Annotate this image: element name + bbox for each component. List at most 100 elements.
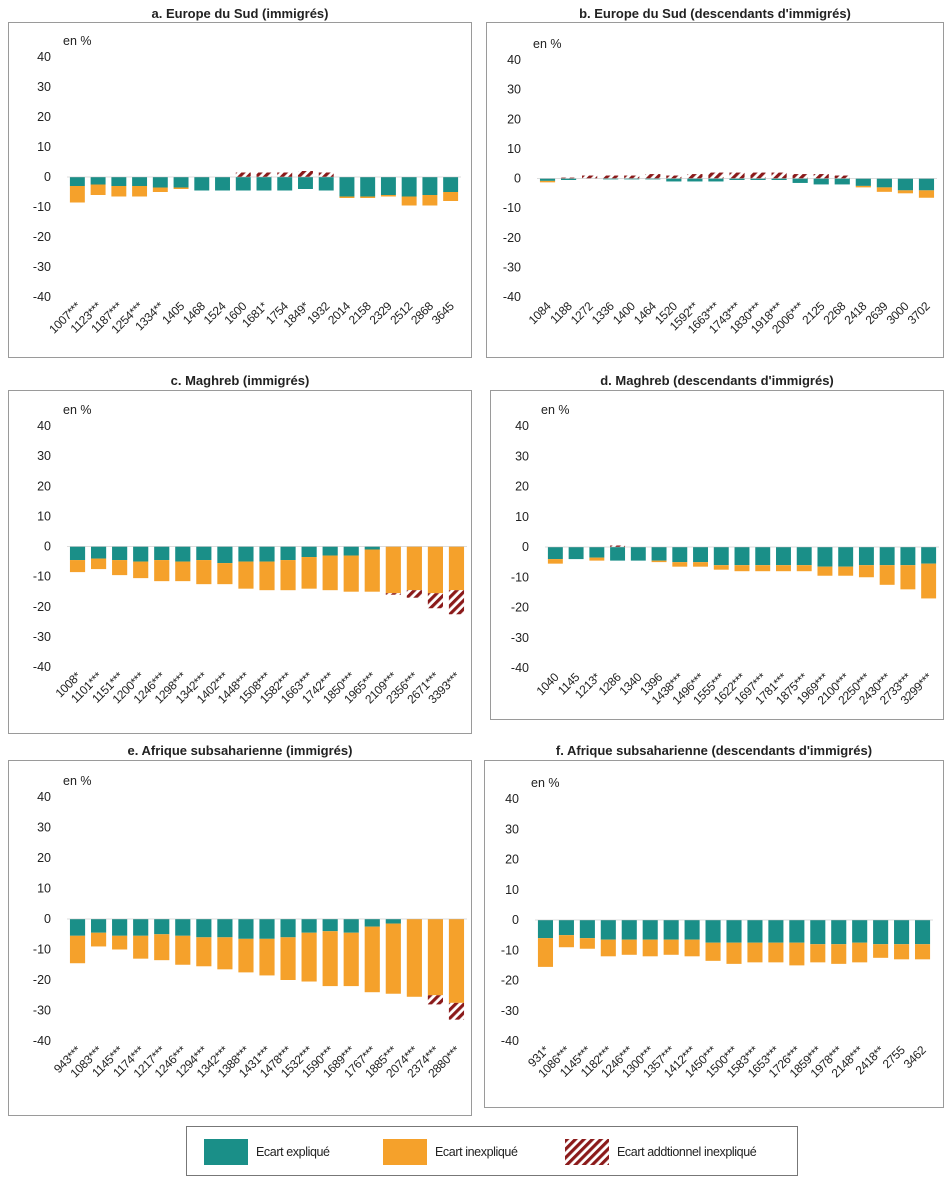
bar-unexplained: [385, 923, 401, 994]
bar-unexplained: [693, 562, 708, 567]
y-tick-label: 20: [505, 853, 519, 867]
bar-additional: [406, 590, 422, 598]
panel-b-title: b. Europe du Sud (descendants d'immigrés…: [579, 6, 851, 21]
legend-label-explained: Ecart expliqué: [256, 1145, 330, 1159]
y-tick-label: 10: [505, 883, 519, 897]
bar-unexplained: [589, 557, 605, 561]
bar-additional: [256, 172, 272, 177]
bar-unexplained: [196, 937, 212, 967]
bar-explained: [217, 919, 233, 938]
bar-unexplained: [537, 938, 554, 967]
bar-unexplained: [69, 186, 85, 203]
bar-unexplained: [900, 565, 916, 590]
bar-explained: [360, 177, 376, 197]
bar-explained: [154, 919, 170, 935]
y-tick-label: 20: [37, 479, 51, 493]
bar-explained: [196, 546, 212, 561]
chart-panel-f: en % 40 30 20 10 0 -10 -20 -30 -40 931* 1086*** 1145…: [484, 760, 944, 1108]
bar-explained: [154, 546, 170, 561]
bar-unexplained: [280, 937, 296, 980]
bar-explained: [792, 178, 808, 183]
bar-unexplained: [855, 185, 871, 188]
bar-explained: [651, 547, 667, 561]
y-tick-label: 10: [515, 510, 529, 524]
bar-explained: [539, 178, 556, 181]
bar-additional: [235, 172, 251, 177]
y-tick-label: -20: [511, 601, 529, 615]
y-tick-label: -10: [503, 201, 521, 215]
bar-additional: [298, 171, 313, 177]
bar-additional: [427, 995, 443, 1005]
bar-unexplained: [547, 559, 563, 564]
bar-explained: [277, 177, 293, 191]
y-tick-label: -40: [511, 661, 529, 675]
bar-explained: [175, 546, 191, 562]
legend-item-unexplained: Ecart inexpliqué: [383, 1139, 518, 1165]
unit-label: en %: [541, 403, 570, 417]
bar-additional: [448, 1002, 465, 1020]
bar-unexplained: [726, 942, 742, 964]
y-tick-label: 10: [37, 882, 51, 896]
y-tick-label: -10: [511, 570, 529, 584]
y-tick-label: 30: [37, 821, 51, 835]
bar-explained: [713, 547, 729, 566]
bar-additional: [561, 177, 577, 179]
bar-unexplained: [422, 195, 438, 206]
y-tick-label: 20: [37, 110, 51, 124]
bar-explained: [768, 920, 784, 943]
y-tick-label: -10: [33, 943, 51, 957]
bar-explained: [834, 178, 850, 185]
bar-explained: [90, 177, 106, 185]
chart-panel-d: en % 40 30 20 10 0 -10 -20 -30 -40 1040 1145 1213* 12…: [490, 390, 944, 720]
chart-panel-e: en % 40 30 20 10 0 -10 -20 -30 -40 943*** 1083*** 11…: [8, 760, 472, 1116]
bar-unexplained: [90, 184, 106, 195]
bar-unexplained: [406, 546, 422, 591]
bar-unexplained: [111, 186, 127, 197]
bar-unexplained: [443, 192, 459, 201]
y-tick-label: -40: [501, 1034, 519, 1048]
bar-additional: [792, 174, 808, 179]
bar-unexplained: [755, 565, 771, 572]
bar-explained: [579, 920, 595, 939]
unit-label: en %: [63, 774, 92, 788]
bar-unexplained: [364, 926, 380, 993]
panel-a-title: a. Europe du Sud (immigrés): [151, 6, 329, 21]
bar-explained: [91, 919, 107, 933]
bar-explained: [663, 920, 679, 940]
bar-unexplained: [196, 560, 212, 585]
bar-explained: [568, 547, 584, 560]
bar-explained: [235, 177, 251, 191]
bar-explained: [301, 919, 317, 933]
bar-explained: [894, 920, 910, 945]
bar-explained: [443, 177, 459, 192]
bar-explained: [810, 920, 826, 945]
x-tick-label: 3645: [429, 299, 457, 327]
bar-unexplained: [810, 944, 826, 963]
bar-unexplained: [914, 944, 931, 960]
bar-unexplained: [651, 560, 667, 563]
bar-explained: [133, 919, 149, 936]
bar-explained: [196, 919, 212, 938]
y-tick-label: 0: [44, 912, 51, 926]
bar-explained: [112, 919, 128, 936]
bar-explained: [776, 547, 791, 566]
y-tick-label: 10: [37, 140, 51, 154]
bar-unexplained: [152, 187, 168, 192]
bar-explained: [813, 178, 829, 185]
bar-unexplained: [339, 196, 355, 198]
bar-explained: [708, 178, 724, 182]
bar-unexplained: [448, 919, 465, 1003]
y-tick-label: 40: [515, 419, 529, 433]
bar-explained: [755, 547, 771, 566]
bar-explained: [69, 177, 85, 186]
y-tick-label: -30: [33, 630, 51, 644]
bar-unexplained: [173, 187, 189, 189]
bar-explained: [322, 919, 338, 932]
legend-swatch-unexplained: [383, 1139, 427, 1165]
bar-explained: [645, 178, 661, 180]
bar-explained: [69, 919, 86, 936]
y-tick-label: 0: [522, 540, 529, 554]
bar-unexplained: [642, 939, 658, 957]
y-tick-label: 30: [37, 449, 51, 463]
bar-explained: [401, 177, 417, 197]
